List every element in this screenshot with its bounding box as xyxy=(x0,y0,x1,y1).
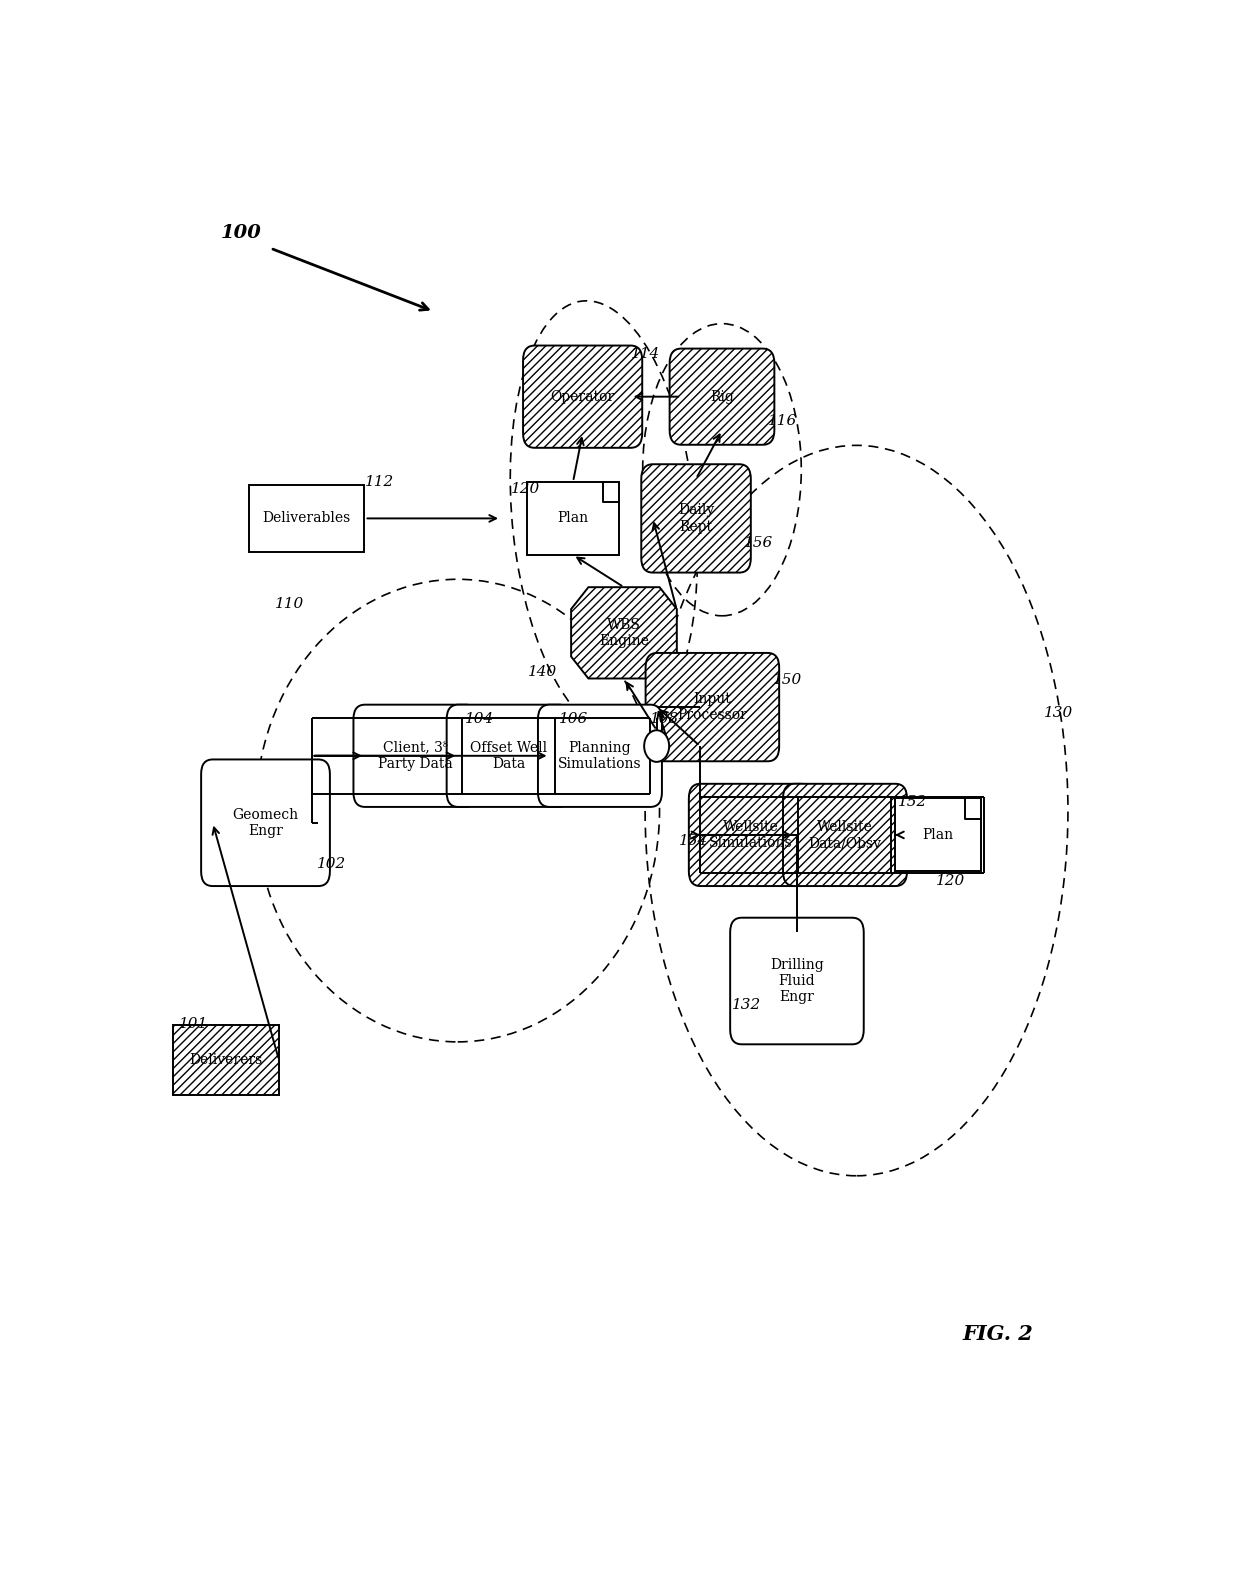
Text: 120: 120 xyxy=(936,874,966,889)
Bar xyxy=(174,1024,279,1096)
Text: Deliverables: Deliverables xyxy=(263,511,351,525)
Text: Geomech
Engr: Geomech Engr xyxy=(232,808,299,838)
Text: 130: 130 xyxy=(1044,707,1073,721)
Text: Rig: Rig xyxy=(711,389,734,403)
FancyBboxPatch shape xyxy=(670,348,774,444)
Text: Wellsite
Simulations: Wellsite Simulations xyxy=(709,821,792,851)
Text: Daily
Rept: Daily Rept xyxy=(678,503,714,533)
Circle shape xyxy=(644,730,670,762)
Text: 140: 140 xyxy=(528,664,557,678)
Text: 104: 104 xyxy=(465,713,495,726)
Text: 100: 100 xyxy=(221,225,262,242)
Text: 154: 154 xyxy=(678,835,708,847)
Text: 116: 116 xyxy=(768,414,797,428)
Text: Wellsite
Data/Obsv: Wellsite Data/Obsv xyxy=(808,821,882,851)
Text: Input
Processor: Input Processor xyxy=(677,692,748,723)
Text: Plan: Plan xyxy=(558,511,589,525)
Text: 120: 120 xyxy=(511,482,539,496)
Text: Drilling
Fluid
Engr: Drilling Fluid Engr xyxy=(770,958,823,1004)
Text: 114: 114 xyxy=(631,348,660,360)
Text: WBS
Engine: WBS Engine xyxy=(599,618,649,648)
Polygon shape xyxy=(572,587,677,678)
Bar xyxy=(527,482,619,555)
FancyBboxPatch shape xyxy=(782,784,906,885)
Text: 152: 152 xyxy=(898,795,928,809)
FancyBboxPatch shape xyxy=(689,784,812,885)
Text: Planning
Simulations: Planning Simulations xyxy=(558,740,642,772)
Text: 112: 112 xyxy=(365,474,394,489)
Text: 150: 150 xyxy=(773,674,802,688)
Text: 156: 156 xyxy=(744,536,774,550)
Text: Deliverers: Deliverers xyxy=(190,1053,263,1067)
Text: 101: 101 xyxy=(179,1017,208,1031)
FancyBboxPatch shape xyxy=(201,759,330,885)
Text: Operator: Operator xyxy=(551,389,615,403)
FancyBboxPatch shape xyxy=(646,653,779,762)
FancyBboxPatch shape xyxy=(446,705,570,806)
Bar xyxy=(249,485,365,552)
Bar xyxy=(895,798,982,871)
Text: Offset Well
Data: Offset Well Data xyxy=(470,740,547,772)
FancyBboxPatch shape xyxy=(353,705,477,806)
FancyBboxPatch shape xyxy=(538,705,662,806)
Text: 110: 110 xyxy=(275,596,304,610)
Text: FIG. 2: FIG. 2 xyxy=(962,1325,1033,1344)
FancyBboxPatch shape xyxy=(523,346,642,447)
Text: Plan: Plan xyxy=(923,828,954,843)
Text: 106: 106 xyxy=(558,713,588,726)
Text: 102: 102 xyxy=(316,857,346,871)
Text: 132: 132 xyxy=(732,998,761,1012)
FancyBboxPatch shape xyxy=(641,465,750,572)
FancyBboxPatch shape xyxy=(730,917,864,1045)
Text: Client, 3ᴽ
Party Data: Client, 3ᴽ Party Data xyxy=(378,740,453,772)
Text: 108: 108 xyxy=(650,713,680,726)
